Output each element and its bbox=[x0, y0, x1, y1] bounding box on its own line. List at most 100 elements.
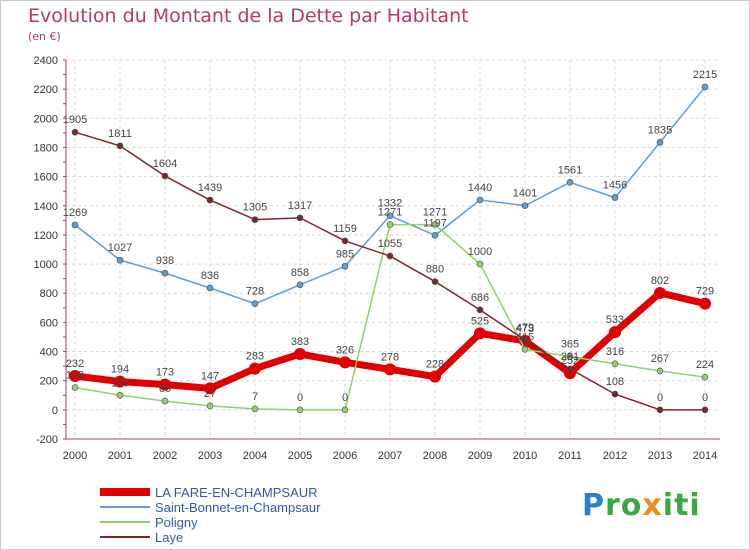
data-label: 525 bbox=[471, 315, 489, 327]
data-point bbox=[206, 402, 214, 410]
logo-letter: P bbox=[582, 488, 605, 523]
data-label: 1159 bbox=[333, 223, 357, 235]
data-point bbox=[701, 406, 709, 414]
data-label: 1269 bbox=[63, 207, 87, 219]
data-label: 938 bbox=[156, 255, 174, 267]
data-point bbox=[251, 405, 259, 413]
y-tick-label: 200 bbox=[40, 376, 58, 388]
data-point bbox=[476, 306, 484, 314]
data-label: 1811 bbox=[108, 128, 132, 140]
data-point bbox=[521, 202, 529, 209]
data-point bbox=[476, 196, 484, 204]
y-tick-label: -200 bbox=[36, 434, 58, 446]
data-point bbox=[566, 353, 574, 360]
data-point bbox=[116, 391, 124, 399]
data-label: 0 bbox=[342, 392, 348, 404]
data-point bbox=[159, 378, 171, 391]
y-tick-label: 600 bbox=[40, 317, 58, 329]
x-tick-label: 2008 bbox=[423, 450, 447, 462]
data-point bbox=[566, 179, 574, 186]
data-point bbox=[161, 172, 169, 180]
data-label: 1055 bbox=[378, 238, 402, 250]
data-point bbox=[296, 406, 304, 414]
data-label: 802 bbox=[651, 275, 669, 287]
x-tick-label: 2007 bbox=[378, 450, 402, 462]
y-tick-label: 2400 bbox=[34, 55, 58, 67]
data-point bbox=[249, 362, 261, 375]
data-label: 1197 bbox=[423, 217, 447, 229]
data-point bbox=[251, 216, 259, 223]
data-point bbox=[116, 142, 124, 150]
data-label: 228 bbox=[426, 359, 444, 371]
data-point bbox=[609, 326, 621, 339]
data-label: 252 bbox=[561, 355, 579, 367]
data-point bbox=[656, 367, 664, 375]
logo-letter: t bbox=[674, 488, 690, 523]
data-point bbox=[296, 214, 304, 222]
data-label: 383 bbox=[291, 336, 309, 348]
data-label: 194 bbox=[111, 364, 129, 376]
data-label: 2215 bbox=[693, 69, 717, 81]
data-point bbox=[116, 256, 124, 264]
data-label: 836 bbox=[201, 270, 219, 282]
data-point bbox=[386, 212, 394, 219]
data-label: 108 bbox=[606, 376, 624, 388]
data-label: 316 bbox=[606, 346, 624, 358]
data-point bbox=[611, 360, 619, 368]
data-label: 1835 bbox=[648, 124, 672, 136]
data-point bbox=[206, 284, 214, 292]
legend-label: Laye bbox=[155, 530, 183, 545]
data-point bbox=[476, 260, 484, 268]
data-label: 1456 bbox=[603, 180, 627, 192]
data-label: 1561 bbox=[558, 164, 582, 176]
data-label: 278 bbox=[381, 351, 399, 363]
y-tick-label: 1800 bbox=[34, 142, 58, 154]
data-point bbox=[341, 237, 349, 245]
x-tick-label: 2012 bbox=[603, 450, 627, 462]
data-label: 7 bbox=[252, 391, 258, 403]
x-tick-label: 2001 bbox=[108, 450, 132, 462]
data-point bbox=[69, 370, 81, 383]
data-label: 1604 bbox=[153, 158, 177, 170]
x-tick-label: 2014 bbox=[693, 450, 717, 462]
data-label: 985 bbox=[336, 248, 354, 260]
y-tick-label: 1000 bbox=[34, 259, 58, 271]
data-point bbox=[296, 281, 304, 289]
chart-title: Evolution du Montant de la Dette par Hab… bbox=[28, 5, 469, 27]
data-label: 0 bbox=[657, 392, 663, 404]
data-label: 415 bbox=[516, 331, 534, 343]
data-point bbox=[701, 83, 709, 91]
data-point bbox=[71, 128, 79, 136]
data-label: 1401 bbox=[513, 188, 537, 200]
data-point bbox=[611, 390, 619, 398]
data-point bbox=[521, 346, 529, 353]
data-label: 1271 bbox=[378, 207, 402, 219]
x-tick-label: 2006 bbox=[333, 450, 357, 462]
x-tick-label: 2004 bbox=[243, 450, 267, 462]
logo-text: Proxiti bbox=[582, 488, 701, 523]
data-point bbox=[386, 252, 394, 260]
y-tick-label: 1200 bbox=[34, 230, 58, 242]
data-label: 533 bbox=[606, 314, 624, 326]
data-label: 27 bbox=[204, 388, 216, 400]
data-point bbox=[384, 363, 396, 376]
data-label: 1027 bbox=[108, 242, 132, 254]
data-label: 0 bbox=[702, 392, 708, 404]
proxiti-logo: Proxiti bbox=[582, 488, 701, 523]
data-label: 473 bbox=[516, 323, 534, 335]
data-point bbox=[431, 232, 439, 239]
logo-letter: r bbox=[605, 488, 621, 523]
data-label: 267 bbox=[651, 353, 669, 365]
data-point bbox=[431, 278, 439, 285]
data-label: 1305 bbox=[243, 202, 267, 214]
data-point bbox=[339, 356, 351, 369]
y-tick-label: 0 bbox=[52, 405, 58, 417]
legend-label: Saint-Bonnet-en-Champsaur bbox=[155, 500, 321, 515]
data-label: 858 bbox=[291, 267, 309, 279]
x-tick-label: 2009 bbox=[468, 450, 492, 462]
data-point bbox=[474, 327, 486, 340]
data-point bbox=[341, 406, 349, 414]
x-tick-label: 2011 bbox=[558, 450, 582, 462]
